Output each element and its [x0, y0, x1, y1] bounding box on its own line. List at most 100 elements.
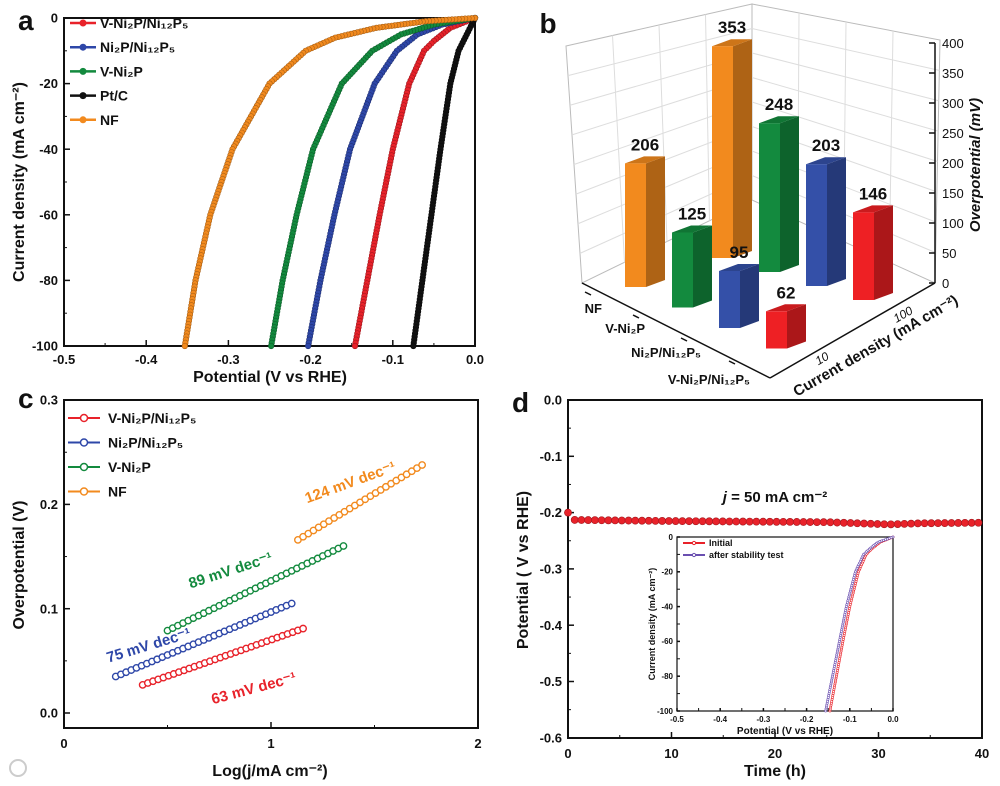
y-tick-label: 0: [669, 533, 674, 542]
data-point: [920, 519, 929, 528]
x-tick-label: 40: [975, 746, 989, 761]
legend-label: V-Ni₂P: [100, 63, 143, 79]
bar-front-face: [719, 271, 740, 328]
legend-marker: [79, 413, 89, 423]
x-tick-label: 10: [664, 746, 678, 761]
series-line: [307, 17, 476, 347]
x-tick-label: -0.1: [843, 715, 857, 724]
legend-label: NF: [100, 112, 119, 128]
data-point: [678, 517, 687, 526]
x-tick-label: -0.2: [800, 715, 814, 724]
x-tick-label: 2: [474, 736, 481, 751]
category-tick: [728, 360, 736, 365]
category-tick: [584, 291, 592, 296]
bar-front-face: [806, 164, 827, 286]
inset-legend-marker: [691, 552, 697, 558]
data-point: [860, 519, 868, 528]
x-tick-label: 0.0: [887, 715, 899, 724]
bar-10-1: 125: [672, 205, 712, 308]
bar-value-label: 125: [678, 205, 706, 224]
series-3: [410, 14, 479, 350]
bar-value-label: 62: [777, 283, 796, 302]
data-point: [819, 518, 828, 527]
annotation-j: j: [721, 489, 728, 506]
y-tick-label: -100: [32, 339, 58, 354]
legend-label: V-Ni₂P: [108, 459, 151, 475]
data-point: [631, 516, 640, 525]
x-tick-label: -0.3: [757, 715, 771, 724]
bar-top-face: [766, 304, 806, 312]
data-point: [940, 519, 949, 527]
y-tick-label: -60: [39, 207, 58, 222]
legend-label: Ni₂P/Ni₁₂P₅: [100, 39, 175, 55]
watermark-logo-icon: [9, 759, 27, 777]
data-point: [611, 516, 619, 525]
series-0: [351, 14, 479, 350]
bar-front-face: [766, 311, 787, 349]
category-tick: [632, 314, 640, 319]
legend-marker: [79, 462, 89, 472]
data-point: [638, 516, 646, 525]
inset-x-axis-title: Potential (V vs RHE): [737, 726, 833, 737]
legend-marker: [79, 116, 87, 124]
grid-line: [658, 24, 668, 242]
data-point: [839, 518, 848, 527]
bar-side-face: [646, 156, 665, 287]
inset: -0.5 -0.4 -0.3 -0.2 -0.1 0.0 0 -20 -40 -60 -80 -100: [657, 533, 899, 724]
data-point: [772, 517, 781, 526]
data-point: [900, 519, 909, 528]
bar-value-label: 248: [765, 95, 793, 114]
data-point: [765, 517, 774, 526]
inset-series-0: [828, 535, 895, 713]
data-point: [577, 516, 586, 524]
data-point: [339, 542, 348, 550]
bar-front-face: [853, 212, 874, 300]
bar-side-face: [693, 225, 712, 308]
data-point: [792, 518, 801, 526]
y-tick-label: -0.5: [540, 674, 562, 689]
bar-10-2: 95: [719, 243, 759, 328]
y-tick-label: -0.1: [540, 449, 562, 464]
y-tick-label: -80: [39, 273, 58, 288]
y-tick-label: -20: [39, 76, 58, 91]
x-tick-label: 30: [871, 746, 885, 761]
data-point: [665, 517, 673, 525]
data-point: [685, 517, 693, 526]
y-tick-label: 0.1: [40, 601, 58, 616]
inset-legend-marker: [691, 540, 697, 546]
data-point: [658, 517, 667, 525]
bar-side-face: [740, 264, 759, 328]
y-tick-label: -100: [657, 707, 674, 716]
data-point: [181, 342, 188, 350]
x-tick-label: 0: [60, 736, 67, 751]
x-tick-label: -0.5: [53, 352, 75, 367]
bar-top-face: [719, 264, 759, 271]
data-point: [752, 517, 761, 526]
legend-marker: [79, 487, 89, 496]
category-label: V-Ni₂P/Ni₁₂P₅: [668, 372, 750, 387]
category-label: NF: [585, 301, 602, 316]
z-tick-label: 350: [942, 66, 964, 81]
y-tick-label: 0.0: [544, 393, 562, 408]
data-point: [644, 516, 653, 525]
z-tick-label: 0: [942, 276, 949, 291]
series-line: [184, 17, 476, 347]
data-point: [947, 519, 956, 527]
x-tick-label: 0: [564, 746, 571, 761]
data-point: [759, 517, 767, 526]
legend-label: NF: [108, 484, 127, 500]
data-point: [846, 519, 855, 527]
bar-top-face: [672, 225, 712, 233]
data-point: [299, 624, 307, 633]
annotation-value: = 50 mA cm⁻²: [727, 489, 827, 506]
tafel-slope-label: 124 mV dec⁻¹: [303, 458, 399, 507]
data-point: [873, 520, 882, 528]
bar-front-face: [712, 46, 733, 259]
y-axis-title: Current density (mA cm⁻²): [11, 82, 28, 282]
x-axis-title: Log(j/mA cm⁻²): [212, 763, 327, 780]
y-axis-title: Overpotential (V): [11, 501, 28, 630]
legend-label: V-Ni₂P/Ni₁₂P₅: [108, 410, 196, 426]
y-axis-title: Potential ( V vs RHE): [515, 491, 532, 649]
x-tick-label: -0.2: [299, 352, 321, 367]
